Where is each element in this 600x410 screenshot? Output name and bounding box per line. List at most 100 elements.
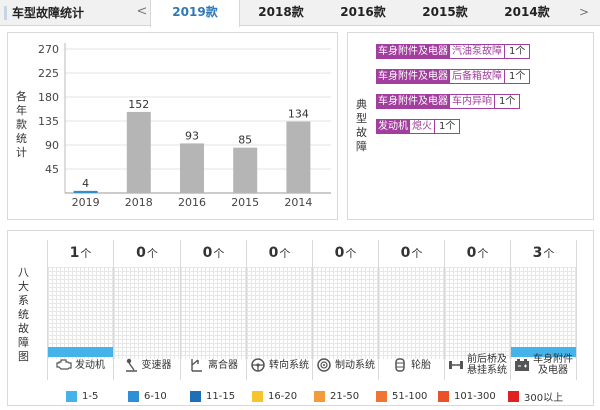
bar-value-label: 85 [238,134,252,147]
legend-item: 101-300 [438,389,508,403]
legend-label: 101-300 [454,390,496,402]
steering-wheel-icon [250,358,266,372]
legend-label: 51-100 [392,390,428,402]
header-bar: 车型故障统计 < 2019款 2018款 2016款 2015款 2014款 > [0,0,600,27]
system-label: 车身附件 及电器 [511,350,576,380]
year-stats-panel [7,32,338,220]
y-tick-label: 90 [45,139,59,152]
eight-systems-label-char: 图 [18,350,29,363]
system-count-value: 0 [202,245,213,261]
fault-name: 后备箱故障 [450,69,505,84]
system-grid [247,267,312,359]
legend-item: 300以上 [508,389,578,404]
system-count: 0个 [247,240,312,267]
system-label: 轮胎 [379,350,444,380]
eight-systems-label-char: 障 [18,336,29,349]
system-count-unit: 个 [279,247,291,260]
fault-tag[interactable]: 车身附件及电器 汽油泵故障 1个 [376,44,531,59]
year-stats-label-char: 统 [16,132,27,145]
fault-count: 1个 [495,94,521,109]
legend-swatch [438,390,449,402]
system-count-unit: 个 [477,247,489,260]
eight-systems-label-char: 八 [18,266,29,279]
legend-swatch [128,390,139,402]
y-tick-label: 135 [38,115,59,128]
system-count-value: 0 [268,245,279,261]
typical-faults-label-char: 障 [356,140,367,153]
fault-count: 1个 [505,44,531,59]
system-grid [313,267,378,359]
system-count-value: 0 [466,245,477,261]
system-column-transmission[interactable]: 0个 变速器 [114,240,181,380]
fault-count: 1个 [505,69,531,84]
system-name: 变速器 [141,359,172,371]
legend-swatch [190,390,201,402]
bar-value-label: 152 [128,98,149,111]
fault-tag[interactable]: 车身附件及电器 车内异响 1个 [376,94,521,109]
system-label: 转向系统 [247,350,312,380]
tire-icon [392,358,408,372]
eight-systems-label-char: 统 [18,308,29,321]
legend-swatch [252,390,263,402]
year-bar-chart: 45 90 135 180 225 270 4 2019 152 2018 93 2016 85 2015… [38,43,331,209]
system-name: 发动机 [75,359,105,371]
system-column-brake[interactable]: 0个 制动系统 [313,240,379,380]
system-column-body-electrical[interactable]: 3个 车身附件 及电器 [511,240,577,380]
system-column-suspension[interactable]: 0个 前后桥及 悬挂系统 [445,240,511,380]
fault-tag[interactable]: 车身附件及电器 后备箱故障 1个 [376,69,531,84]
system-count-unit: 个 [80,247,92,260]
system-name-line: 及电器 [538,365,568,376]
x-tick-label: 2016 [178,196,206,209]
system-count-value: 0 [400,245,411,261]
system-count: 3个 [511,240,576,267]
system-grid [445,267,510,359]
tab-year-2015[interactable]: 2015款 [422,5,468,19]
system-count-unit: 个 [146,247,158,260]
system-column-engine[interactable]: 1个 发动机 [47,240,114,380]
legend-label: 11-15 [206,390,236,402]
system-count-value: 1 [69,245,80,261]
system-count-unit: 个 [543,247,555,260]
prev-year-arrow-icon[interactable]: < [136,4,148,19]
system-name: 制动系统 [335,359,375,371]
system-count: 1个 [48,240,113,267]
system-count-unit: 个 [411,247,423,260]
legend-swatch [376,390,387,402]
tab-year-2019[interactable]: 2019款 [150,0,240,27]
system-grid [511,267,576,359]
clutch-icon [189,358,205,372]
year-stats-label-char: 各 [16,90,27,103]
year-stats-label-char: 年 [16,104,27,117]
fault-count: 1个 [435,119,461,134]
legend-item: 51-100 [376,389,438,403]
legend-label: 21-50 [330,390,360,402]
tab-year-2018[interactable]: 2018款 [258,5,304,19]
year-stats-label: 各 年 款 统 计 [16,90,27,160]
next-year-arrow-icon[interactable]: > [578,5,590,19]
legend-swatch [508,390,519,402]
system-grid [114,267,180,359]
tab-year-2014[interactable]: 2014款 [504,5,550,19]
eight-systems-label-char: 故 [18,322,29,335]
fault-tag[interactable]: 发动机 熄火 1个 [376,119,461,134]
system-label: 前后桥及 悬挂系统 [445,350,510,380]
system-column-tire[interactable]: 0个 轮胎 [379,240,445,380]
tab-year-2016[interactable]: 2016款 [340,5,386,19]
bar-value-label: 134 [288,108,309,121]
system-column-clutch[interactable]: 0个 离合器 [181,240,247,380]
gear-shift-icon [123,358,139,372]
legend-label: 1-5 [82,390,99,402]
fault-category: 车身附件及电器 [376,44,450,59]
system-fault-bar [48,347,113,357]
system-name-line: 车身附件 [533,354,573,365]
y-tick-label: 270 [38,43,59,56]
legend-label: 6-10 [144,390,167,402]
y-tick-label: 180 [38,91,59,104]
legend-item: 21-50 [314,389,376,403]
system-grid [181,267,246,359]
page-title: 车型故障统计 [4,0,84,26]
system-column-steering[interactable]: 0个 转向系统 [247,240,313,380]
typical-faults-label-char: 故 [356,126,367,139]
system-count: 0个 [379,240,444,267]
bar-value-label: 4 [82,177,89,190]
